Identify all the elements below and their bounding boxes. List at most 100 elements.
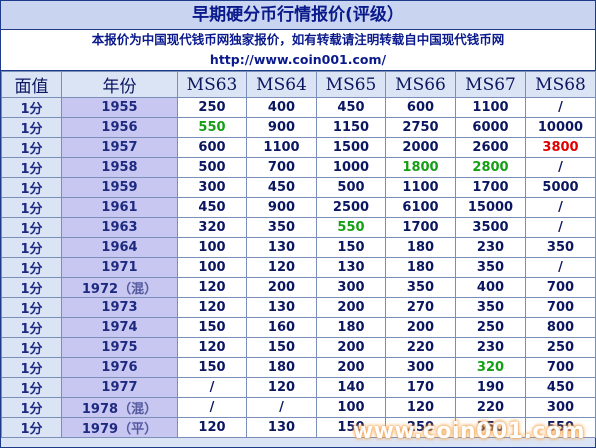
subtitle-notice: 本报价为中国现代钱币网独家报价，如有转载请注明转载自中国现代钱币网 [91, 32, 505, 47]
price-cell: 400 [246, 97, 317, 118]
price-cell: 140 [316, 377, 386, 398]
price-table: 面值 年份 MS63 MS64 MS65 MS66 MS67 MS68 1分 1955 250 40… [1, 71, 596, 438]
year-value: 1958 [101, 160, 138, 175]
price-cell: 200 [316, 357, 386, 378]
price-cell: 700 [525, 297, 596, 318]
denomination-cell: 1分 [1, 357, 62, 378]
table-row: 1分 1977 /120 140 170 190 450 [1, 377, 596, 398]
price-cell: 180 [246, 357, 317, 378]
price-cell: 250 [385, 417, 456, 438]
price-cell: 1800 [385, 157, 456, 178]
denomination-cell: 1分 [1, 97, 62, 118]
price-cell: 180 [385, 257, 456, 278]
price-cell: / [525, 217, 596, 238]
year-cell: 1971 [61, 257, 178, 278]
year-cell: 1958 [61, 157, 178, 178]
denomination-cell: 1分 [1, 197, 62, 218]
price-cell: 400 [455, 277, 526, 298]
year-cell: 1978（混） [61, 397, 178, 418]
price-cell: 250 [525, 337, 596, 358]
price-cell: 120 [177, 337, 247, 358]
year-cell: 1963 [61, 217, 178, 238]
year-cell: 1957 [61, 137, 178, 158]
price-cell: 450 [246, 177, 317, 198]
price-cell: 320 [455, 357, 526, 378]
price-cell: 5000 [525, 177, 596, 198]
price-cell: 2500 [316, 197, 386, 218]
year-value: 1964 [101, 240, 138, 255]
year-value: 1971 [101, 260, 138, 275]
price-cell: 150 [316, 417, 386, 438]
year-value: 1956 [101, 120, 138, 135]
price-cell: 700 [246, 157, 317, 178]
column-header-0: 面值 [1, 71, 62, 98]
price-cell: 800 [525, 317, 596, 338]
price-cell: / [525, 257, 596, 278]
price-cell: 1500 [316, 137, 386, 158]
denomination-cell: 1分 [1, 237, 62, 258]
year-cell: 1964 [61, 237, 178, 258]
year-cell: 1973 [61, 297, 178, 318]
price-cell: 600 [177, 137, 247, 158]
price-cell: 130 [246, 417, 317, 438]
price-cell: / [525, 197, 596, 218]
year-value: 1978 [81, 402, 119, 417]
price-cell: 120 [385, 397, 456, 418]
price-cell: 220 [455, 397, 526, 418]
price-cell: 2750 [385, 117, 456, 138]
table-row: 1分 1976 150 180 200 300 320 700 [1, 357, 596, 378]
subtitle-url[interactable]: http://www.coin001.com/ [209, 52, 387, 67]
table-header-row: 面值 年份 MS63 MS64 MS65 MS66 MS67 MS68 [1, 71, 596, 98]
price-cell: 100 [177, 237, 247, 258]
price-cell: 300 [525, 397, 596, 418]
price-cell: 2800 [455, 157, 526, 178]
price-cell: / [177, 397, 247, 418]
price-cell: / [246, 397, 317, 418]
year-value: 1961 [101, 200, 138, 215]
price-cell: 120 [177, 297, 247, 318]
column-header-2: MS63 [177, 71, 247, 98]
price-cell: 130 [246, 297, 317, 318]
year-cell: 1976 [61, 357, 178, 378]
column-header-3: MS64 [246, 71, 317, 98]
price-cell: / [525, 157, 596, 178]
price-cell: 450 [177, 197, 247, 218]
denomination-cell: 1分 [1, 217, 62, 238]
price-cell: 700 [525, 357, 596, 378]
price-cell: 130 [316, 257, 386, 278]
table-row: 1分 1955 250 400 450 600 1100/ [1, 97, 596, 118]
year-value: 1959 [101, 180, 138, 195]
price-cell: 130 [246, 237, 317, 258]
price-cell: 250 [177, 97, 247, 118]
year-value: 1977 [101, 380, 138, 395]
table-row: 1分 1958 500 700 1000 1800 2800/ [1, 157, 596, 178]
table-row: 1分 1956 550 900 1150 2750 6000 10000 [1, 117, 596, 138]
year-cell: 1961 [61, 197, 178, 218]
price-cell: 500 [177, 157, 247, 178]
column-header-4: MS65 [316, 71, 386, 98]
price-cell: 550 [525, 417, 596, 438]
denomination-cell: 1分 [1, 177, 62, 198]
table-row: 1分 1959 300 450 500 1100 1700 5000 [1, 177, 596, 198]
price-cell: / [177, 377, 247, 398]
table-row: 1分 1957 600 1100 1500 2000 2600 3800 [1, 137, 596, 158]
price-cell: 600 [385, 97, 456, 118]
price-cell: 1000 [316, 157, 386, 178]
price-cell: 230 [455, 337, 526, 358]
year-cell: 1974 [61, 317, 178, 338]
column-header-7: MS68 [525, 71, 596, 98]
table-row: 1分 1974 150 160 180 200 250 800 [1, 317, 596, 338]
price-cell: 6000 [455, 117, 526, 138]
price-cell: 1100 [455, 97, 526, 118]
price-cell: 160 [246, 317, 317, 338]
price-cell: 1100 [385, 177, 456, 198]
price-cell: 350 [455, 297, 526, 318]
subtitle-block: 本报价为中国现代钱币网独家报价，如有转载请注明转载自中国现代钱币网 http:/… [1, 30, 595, 71]
price-cell: 1150 [316, 117, 386, 138]
year-cell: 1959 [61, 177, 178, 198]
denomination-cell: 1分 [1, 157, 62, 178]
year-cell: 1979（平） [61, 417, 178, 438]
price-cell: 350 [525, 237, 596, 258]
price-cell: 350 [385, 277, 456, 298]
year-value: 1979 [81, 422, 119, 437]
